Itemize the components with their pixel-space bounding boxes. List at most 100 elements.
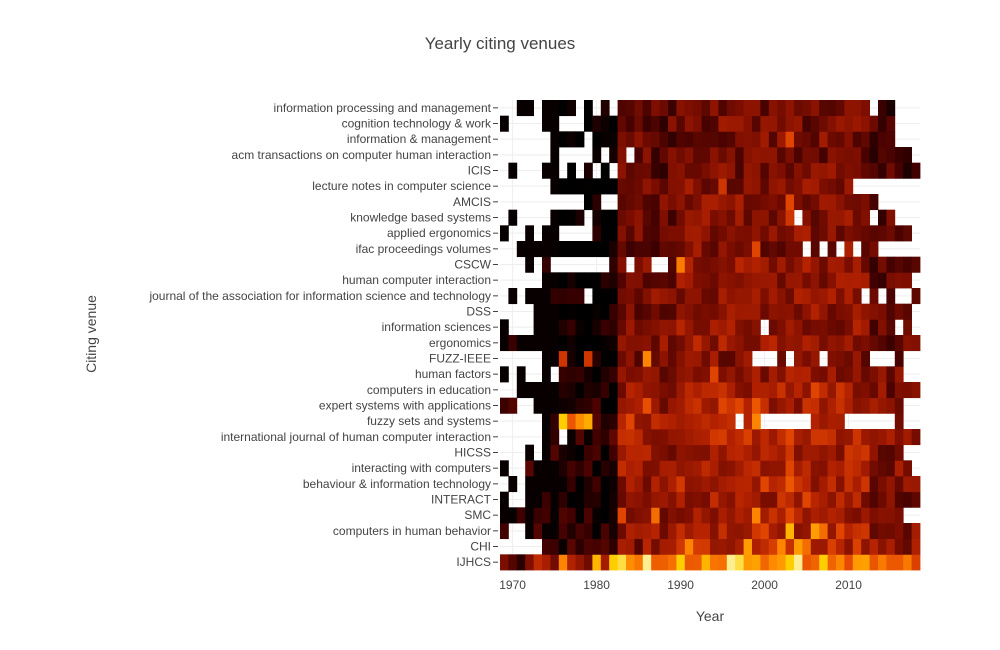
heatmap-cell (634, 350, 644, 367)
heatmap-cell (617, 523, 627, 540)
heatmap-cell (684, 538, 694, 555)
heatmap-cell (760, 100, 770, 117)
heatmap-cell (743, 241, 753, 258)
heatmap-cell (642, 350, 652, 367)
heatmap-cell (819, 554, 828, 571)
heatmap-cell (852, 538, 862, 555)
heatmap-cell (836, 523, 845, 540)
heatmap-cell (894, 413, 904, 430)
heatmap-cell (542, 335, 551, 352)
heatmap-cell (600, 523, 610, 540)
heatmap-cell (903, 491, 912, 508)
heatmap-cell (785, 476, 795, 493)
heatmap-cell (558, 241, 568, 258)
heatmap-cell (617, 115, 627, 132)
heatmap-cell (752, 319, 761, 336)
heatmap-cell (794, 429, 803, 446)
heatmap-cell (550, 178, 560, 195)
heatmap-cell (710, 178, 719, 195)
heatmap-cell (525, 100, 534, 117)
heatmap-cell (567, 366, 576, 383)
heatmap-cell (642, 460, 652, 477)
heatmap-cell (886, 272, 896, 289)
heatmap-cell (642, 194, 652, 211)
heatmap-cell (668, 303, 677, 320)
heatmap-cell (575, 382, 585, 399)
heatmap-cell (676, 225, 686, 242)
heatmap-cell (592, 272, 602, 289)
heatmap-cell (642, 100, 652, 117)
heatmap-cell (785, 303, 795, 320)
heatmap-cell (542, 523, 551, 540)
heatmap-cell (617, 350, 627, 367)
heatmap-cell (735, 303, 744, 320)
heatmap-cell (836, 319, 845, 336)
heatmap-cell (592, 429, 602, 446)
heatmap-cell (861, 225, 870, 242)
heatmap-cell (718, 444, 728, 461)
heatmap-cell (886, 523, 896, 540)
heatmap-cell (810, 429, 820, 446)
heatmap-cell (592, 397, 602, 414)
y-tick-label: computers in human behavior (333, 524, 491, 538)
heatmap-cell (516, 366, 526, 383)
heatmap-cell (542, 115, 551, 132)
heatmap-cell (894, 460, 904, 477)
heatmap-cell (617, 382, 627, 399)
heatmap-cell (785, 288, 795, 305)
heatmap-cell (626, 288, 635, 305)
heatmap-cell (718, 100, 728, 117)
heatmap-cell (584, 100, 593, 117)
heatmap-cell (617, 303, 627, 320)
heatmap-cell (684, 131, 694, 148)
heatmap-cell (836, 256, 845, 273)
heatmap-cell (651, 523, 660, 540)
heatmap-cell (819, 194, 828, 211)
heatmap-cell (575, 209, 585, 226)
heatmap-cell (642, 178, 652, 195)
heatmap-cell (642, 429, 652, 446)
heatmap-cell (634, 162, 644, 179)
heatmap-cell (886, 162, 896, 179)
heatmap-cell (894, 225, 904, 242)
heatmap-cell (693, 350, 702, 367)
heatmap-cell (718, 382, 728, 399)
heatmap-cell (836, 194, 845, 211)
heatmap-cell (558, 444, 568, 461)
heatmap-cell (735, 554, 744, 571)
heatmap-cell (684, 460, 694, 477)
heatmap-cell (735, 115, 744, 132)
x-tick-label: 1980 (583, 578, 610, 592)
heatmap-cell (760, 241, 770, 258)
heatmap-cell (777, 523, 786, 540)
heatmap-cell (575, 241, 585, 258)
heatmap-cell (626, 507, 635, 524)
heatmap-cell (802, 476, 812, 493)
heatmap-cell (584, 335, 593, 352)
heatmap-cell (869, 397, 879, 414)
heatmap-cell (852, 256, 862, 273)
heatmap-cell (684, 382, 694, 399)
heatmap-cell (869, 288, 879, 305)
heatmap-cell (827, 178, 837, 195)
heatmap-cell (626, 460, 635, 477)
heatmap-cell (869, 476, 879, 493)
heatmap-cell (600, 444, 610, 461)
heatmap-cell (911, 554, 921, 571)
heatmap-cell (819, 288, 828, 305)
heatmap-cell (903, 272, 912, 289)
heatmap-cell (777, 460, 786, 477)
heatmap-cell (852, 444, 862, 461)
heatmap-cell (836, 460, 845, 477)
heatmap-cell (710, 225, 719, 242)
heatmap-cell (768, 303, 778, 320)
heatmap-cell (844, 272, 854, 289)
heatmap-cell (525, 554, 534, 571)
heatmap-cell (785, 272, 795, 289)
heatmap-cell (852, 209, 862, 226)
heatmap-cell (777, 507, 786, 524)
heatmap-cell (651, 209, 660, 226)
heatmap-cell (533, 476, 543, 493)
heatmap-cell (777, 303, 786, 320)
heatmap-cell (693, 319, 702, 336)
